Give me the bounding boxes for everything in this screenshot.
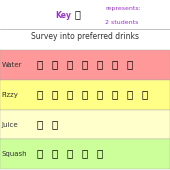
Text: 🍾: 🍾 bbox=[52, 148, 58, 158]
Text: 🍾: 🍾 bbox=[52, 119, 58, 129]
Text: 🍾: 🍾 bbox=[96, 89, 103, 99]
Text: represents:: represents: bbox=[105, 6, 141, 11]
Text: 🍾: 🍾 bbox=[81, 148, 88, 158]
Text: 🍾: 🍾 bbox=[75, 10, 81, 19]
Text: Juice: Juice bbox=[2, 122, 18, 128]
Text: 🍾: 🍾 bbox=[111, 89, 118, 99]
Text: 🍾: 🍾 bbox=[96, 148, 103, 158]
Text: 🍾: 🍾 bbox=[37, 119, 43, 129]
Text: Water: Water bbox=[2, 62, 22, 68]
Text: 🍾: 🍾 bbox=[81, 89, 88, 99]
Text: Key: Key bbox=[55, 11, 71, 20]
Text: 2 students: 2 students bbox=[105, 20, 139, 25]
FancyBboxPatch shape bbox=[0, 50, 170, 80]
Text: 🍾: 🍾 bbox=[52, 59, 58, 69]
Text: 🍾: 🍾 bbox=[52, 89, 58, 99]
FancyBboxPatch shape bbox=[0, 110, 170, 139]
Text: 🍾: 🍾 bbox=[126, 59, 133, 69]
Text: 🍾: 🍾 bbox=[66, 89, 73, 99]
FancyBboxPatch shape bbox=[0, 139, 170, 169]
Text: 🍾: 🍾 bbox=[37, 59, 43, 69]
Text: 🍾: 🍾 bbox=[81, 59, 88, 69]
Text: 🍾: 🍾 bbox=[37, 148, 43, 158]
Text: 🍾: 🍾 bbox=[111, 59, 118, 69]
Text: Squash: Squash bbox=[2, 151, 27, 157]
Text: 🍾: 🍾 bbox=[37, 89, 43, 99]
Text: 🍾: 🍾 bbox=[66, 148, 73, 158]
Text: 🍾: 🍾 bbox=[126, 89, 133, 99]
FancyBboxPatch shape bbox=[0, 80, 170, 110]
Text: 🍾: 🍾 bbox=[66, 59, 73, 69]
Text: 🍾: 🍾 bbox=[96, 59, 103, 69]
Text: Fizzy: Fizzy bbox=[2, 92, 19, 98]
Text: 🍾: 🍾 bbox=[141, 89, 148, 99]
Text: Survey into preferred drinks: Survey into preferred drinks bbox=[31, 32, 139, 41]
